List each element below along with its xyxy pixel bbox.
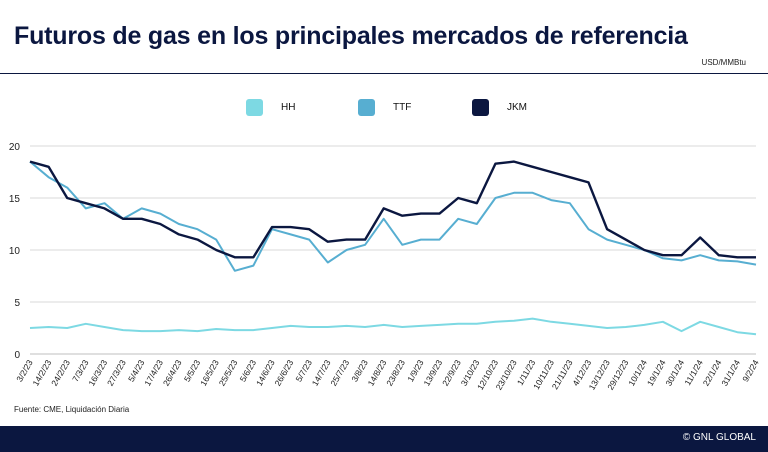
series-line-jkm [29, 160, 756, 259]
legend-item-jkm: JKM [472, 99, 527, 116]
legend-item-ttf: TTF [358, 99, 411, 116]
y-tick-label: 0 [14, 350, 20, 361]
copyright-label: © GNL GLOBAL [682, 432, 756, 443]
x-tick-label: 9/2/24 [740, 358, 761, 384]
x-tick-label: 26/6/23 [272, 358, 295, 388]
legend-label-jkm: JKM [507, 102, 527, 113]
x-tick-label: 26/4/23 [161, 358, 184, 388]
x-tick-label: 24/2/23 [49, 358, 72, 388]
unit-label: USD/MMBtu [701, 58, 746, 67]
chart-legend: HH TTF JKM [0, 99, 768, 119]
legend-swatch-ttf [358, 99, 375, 116]
y-tick-label: 5 [14, 298, 20, 309]
title-divider [0, 73, 768, 74]
y-tick-label: 15 [9, 194, 21, 205]
y-tick-label: 10 [9, 246, 21, 257]
x-tick-label: 25/5/23 [217, 358, 240, 388]
source-note: Fuente: CME, Liquidación Diaria [14, 405, 130, 414]
legend-label-ttf: TTF [393, 102, 412, 113]
y-tick-label: 20 [9, 142, 21, 153]
legend-swatch-hh [246, 99, 263, 116]
page-title: Futuros de gas en los principales mercad… [14, 22, 688, 50]
x-tick-label: 23/8/23 [384, 358, 407, 388]
legend-item-hh: HH [246, 99, 295, 116]
series-line-ttf [29, 160, 757, 272]
legend-label-hh: HH [281, 102, 296, 113]
legend-swatch-jkm [472, 99, 489, 116]
series-line-hh [29, 317, 757, 336]
x-tick-label: 25/7/23 [328, 358, 351, 388]
x-tick-label: 31/1/24 [719, 358, 742, 388]
footer-bar: © GNL GLOBAL [0, 426, 768, 452]
gas-futures-line-chart: 051015203/2/2314/2/2324/2/237/3/2316/3/2… [9, 142, 761, 392]
x-tick-label: 27/3/23 [105, 358, 128, 388]
